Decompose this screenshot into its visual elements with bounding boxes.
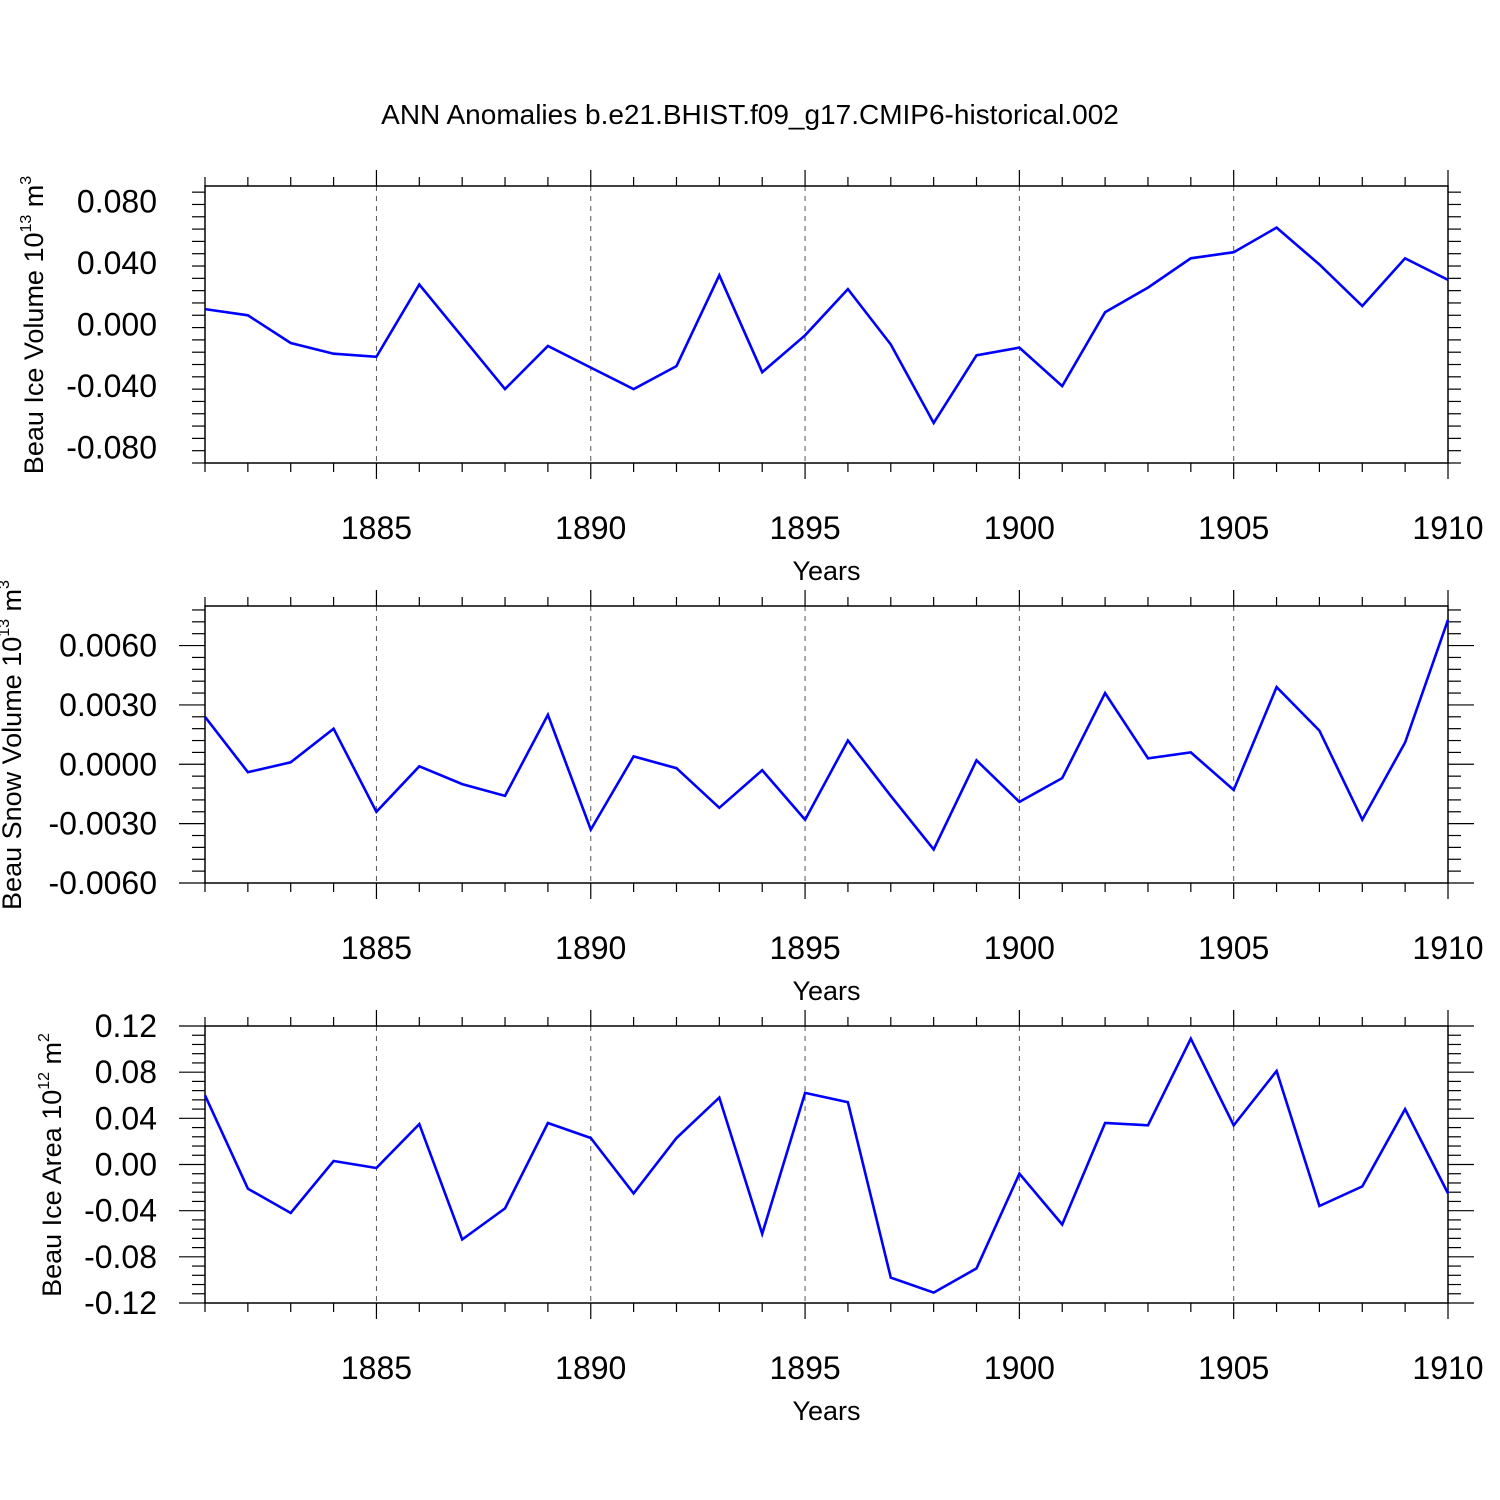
panel-1-xtick-label: 1890	[555, 510, 626, 546]
panel-1-ylabel-main: Beau Ice Volume 10	[19, 233, 49, 475]
panel-3-ylabel-exponent: 12	[36, 1072, 53, 1090]
panel-2-ylabel-exponent: 13	[0, 619, 13, 637]
panel-1-ylabel-unit: m	[19, 185, 49, 215]
panel-2-ytick-label: 0.0000	[59, 746, 157, 782]
panel-3-ylabel: Beau Ice Area 1012 m2	[36, 1033, 67, 1297]
panel-3-ytick-label: -0.08	[84, 1239, 157, 1275]
panel-1-ytick-label: 0.080	[77, 183, 157, 219]
panel-2-frame	[204, 605, 1449, 884]
panel-1-ytick-label: -0.040	[66, 368, 157, 404]
panel-3-ytick-label: -0.04	[84, 1193, 157, 1229]
panel-3-xtick-label: 1905	[1198, 1350, 1269, 1386]
panel-3-ylabel-main: Beau Ice Area 10	[37, 1090, 67, 1297]
panel-2-ytick-label: -0.0060	[48, 865, 157, 901]
panel-3-ytick-label: 0.04	[95, 1100, 157, 1136]
panel-2-ytick-label: 0.0060	[59, 628, 157, 664]
panel-1: -0.080 -0.040 0.000 0.040 0.080 1885 1890 1895 1…	[18, 170, 1484, 586]
chart-title: ANN Anomalies b.e21.BHIST.f09_g17.CMIP6-…	[381, 99, 1119, 130]
panel-2-ylabel-main: Beau Snow Volume 10	[0, 637, 27, 910]
panel-3-frame	[204, 1025, 1449, 1304]
panel-2-xtick-label: 1910	[1412, 930, 1483, 966]
panel-3-xtick-label: 1895	[769, 1350, 840, 1386]
panel-2-xtick-label: 1900	[984, 930, 1055, 966]
panel-2-ylabel-unit: m	[0, 589, 27, 619]
panel-2-xtick-label: 1895	[769, 930, 840, 966]
panel-3: -0.12 -0.08 -0.04 0.00 0.04 0.08 0.12 1885 1890 1…	[36, 1008, 1484, 1426]
panel-3-ytick-label: -0.12	[84, 1285, 157, 1321]
panel-2-xtick-label: 1885	[341, 930, 412, 966]
panel-3-ytick-label: 0.12	[95, 1008, 157, 1044]
panel-1-xtick-label: 1900	[984, 510, 1055, 546]
panel-2-ytick-label: 0.0030	[59, 687, 157, 723]
panel-1-ytick-label: 0.040	[77, 245, 157, 281]
panel-2-ytick-label: -0.0030	[48, 806, 157, 842]
panel-2-xlabel: Years	[792, 976, 860, 1006]
panel-3-xtick-label: 1900	[984, 1350, 1055, 1386]
panel-1-xtick-label: 1910	[1412, 510, 1483, 546]
panel-1-xtick-label: 1885	[341, 510, 412, 546]
panel-3-xtick-label: 1910	[1412, 1350, 1483, 1386]
panel-3-series-line	[203, 1035, 1450, 1295]
panel-2-xtick-label: 1905	[1198, 930, 1269, 966]
panel-1-series-line	[204, 226, 1449, 426]
panel-2-ylabel-unit-exponent: 3	[0, 580, 13, 589]
panel-3-xtick-label: 1890	[555, 1350, 626, 1386]
panel-3-xtick-label: 1885	[341, 1350, 412, 1386]
panel-3-ytick-label: 0.08	[95, 1054, 157, 1090]
panel-2-xtick-label: 1890	[555, 930, 626, 966]
panel-1-ytick-label: -0.080	[66, 430, 157, 466]
panel-1-ylabel-unit-exponent: 3	[18, 176, 35, 185]
panel-1-frame	[204, 185, 1449, 464]
panel-2-ylabel: Beau Snow Volume 1013 m3	[0, 580, 27, 910]
panel-1-xlabel: Years	[792, 556, 860, 586]
panel-1-xtick-label: 1905	[1198, 510, 1269, 546]
panel-1-xtick-label: 1895	[769, 510, 840, 546]
panel-1-ylabel: Beau Ice Volume 1013 m3	[18, 176, 49, 474]
panel-3-ylabel-unit-exponent: 2	[36, 1033, 53, 1042]
panel-1-ytick-label: 0.000	[77, 307, 157, 343]
panel-1-ylabel-exponent: 13	[18, 215, 35, 233]
panel-3-ytick-label: 0.00	[95, 1147, 157, 1183]
panel-3-xlabel: Years	[792, 1396, 860, 1426]
panel-2: -0.0060 -0.0030 0.0000 0.0030 0.0060 1885 1890…	[0, 580, 1484, 1006]
panel-2-series-line	[203, 619, 1450, 852]
panel-3-ylabel-unit: m	[37, 1042, 67, 1072]
